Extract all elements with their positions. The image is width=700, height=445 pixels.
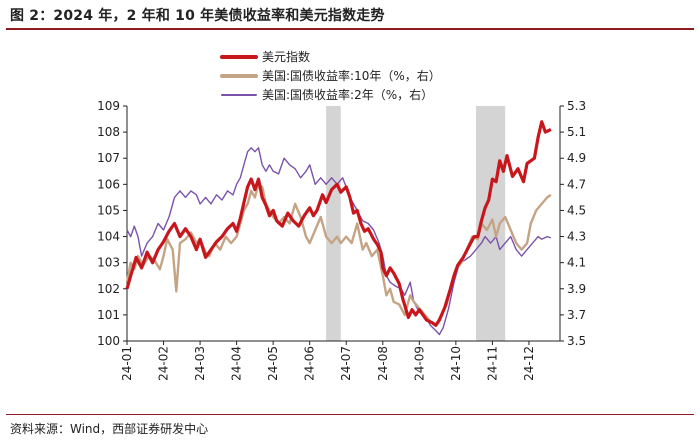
- legend-label-ust2y: 美国:国债收益率:2年（%，右）: [262, 87, 433, 102]
- left-tick-label: 109: [97, 99, 120, 113]
- shaded-period-0: [326, 106, 341, 341]
- x-tick-label: 24-08: [376, 346, 390, 381]
- x-tick-label: 24-02: [157, 346, 171, 381]
- x-tick-label: 24-04: [230, 346, 244, 381]
- right-tick-label: 5.3: [567, 99, 586, 113]
- x-tick-label: 24-12: [522, 346, 536, 381]
- title-divider: [6, 28, 694, 30]
- left-tick-label: 108: [97, 125, 120, 139]
- left-tick-label: 104: [97, 230, 120, 244]
- x-tick-label: 24-09: [412, 346, 426, 381]
- x-tick-label: 24-11: [485, 346, 499, 381]
- x-tick-label: 24-01: [120, 346, 134, 381]
- right-tick-label: 4.3: [567, 230, 586, 244]
- left-tick-label: 101: [97, 308, 120, 322]
- footer-divider: [6, 414, 694, 415]
- left-tick-label: 100: [97, 334, 120, 348]
- left-tick-label: 107: [97, 151, 120, 165]
- chart-legend: 美元指数 美国:国债收益率:10年（%，右） 美国:国债收益率:2年（%，右）: [220, 49, 441, 102]
- right-tick-label: 4.1: [567, 256, 586, 270]
- x-tick-label: 24-07: [339, 346, 353, 381]
- series-dxy-line: [125, 120, 552, 327]
- series-lines: [125, 120, 552, 336]
- left-tick-label: 102: [97, 282, 120, 296]
- x-tick-label: 24-10: [449, 346, 463, 381]
- legend-label-dxy: 美元指数: [262, 49, 310, 64]
- chart-title: 图 2：2024 年，2 年和 10 年美债收益率和美元指数走势: [10, 8, 385, 24]
- right-tick-label: 4.7: [567, 177, 586, 191]
- left-tick-label: 103: [97, 256, 120, 270]
- x-tick-label: 24-06: [303, 346, 317, 381]
- right-tick-label: 3.7: [567, 308, 586, 322]
- left-tick-label: 106: [97, 177, 120, 191]
- right-tick-label: 3.9: [567, 282, 586, 296]
- axes: 100 101 102 103 104 105 106 107 108 109 3.5 3.7 3.9 4…: [97, 99, 586, 381]
- x-tick-label: 24-03: [193, 346, 207, 381]
- x-tick-label: 24-05: [266, 346, 280, 381]
- left-tick-label: 105: [97, 203, 120, 217]
- right-tick-label: 4.5: [567, 203, 586, 217]
- right-tick-label: 4.9: [567, 151, 586, 165]
- legend-label-ust10y: 美国:国债收益率:10年（%，右）: [262, 68, 441, 83]
- right-tick-label: 5.1: [567, 125, 586, 139]
- source-note: 资料来源：Wind，西部证券研发中心: [10, 422, 209, 436]
- right-tick-label: 3.5: [567, 334, 586, 348]
